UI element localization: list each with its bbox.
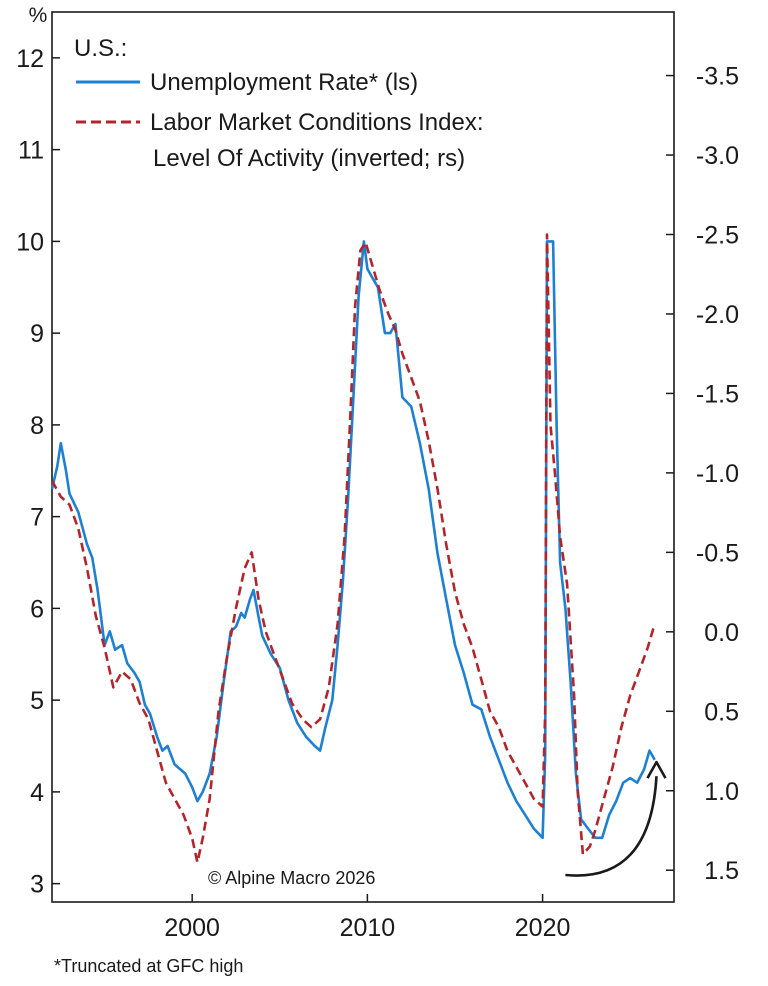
left-axis-tick-label: 11 bbox=[18, 137, 44, 165]
left-axis-tick-label: 5 bbox=[30, 687, 44, 715]
right-axis-tick-label: 1.5 bbox=[704, 857, 739, 885]
series-layer bbox=[50, 233, 656, 864]
series-line-lmci-activity bbox=[50, 233, 656, 864]
right-axis-tick-label: -3.0 bbox=[696, 142, 739, 170]
right-axis-tick-label: -2.5 bbox=[696, 222, 739, 250]
right-axis-tick-label: -3.5 bbox=[696, 63, 739, 91]
legend-label-lmci-cont: Level Of Activity (inverted; rs) bbox=[153, 145, 465, 172]
legend-label-unemployment: Unemployment Rate* (ls) bbox=[150, 69, 418, 96]
right-axis-tick-label: 1.0 bbox=[704, 778, 739, 806]
trend-arrow-head bbox=[646, 760, 667, 779]
left-axis-tick-label: 9 bbox=[30, 320, 44, 348]
right-axis-tick-label: -1.5 bbox=[696, 380, 739, 408]
plot-frame bbox=[51, 11, 675, 903]
series-line-unemployment-rate bbox=[50, 240, 656, 840]
footnote-text: *Truncated at GFC high bbox=[54, 956, 243, 976]
left-axis-tick-label: 6 bbox=[30, 595, 44, 623]
x-axis-tick-label: 2020 bbox=[515, 914, 571, 942]
right-axis-tick-label: 0.0 bbox=[704, 619, 739, 647]
legend: U.S.: Unemployment Rate* (ls) Labor Mark… bbox=[74, 35, 484, 172]
annotation-layer bbox=[565, 760, 667, 877]
left-axis-tick-label: 3 bbox=[30, 871, 44, 899]
right-axis-tick-label: -0.5 bbox=[696, 539, 739, 567]
left-axis-tick-label: 12 bbox=[16, 45, 44, 73]
legend-label-lmci: Labor Market Conditions Index: bbox=[150, 109, 484, 136]
left-axis-tick-label: 10 bbox=[16, 228, 44, 256]
copyright-text: © Alpine Macro 2026 bbox=[208, 868, 375, 888]
right-axis-tick-label: 0.5 bbox=[704, 698, 739, 726]
left-axis-tick-label: 4 bbox=[30, 779, 44, 807]
x-axis-tick-label: 2010 bbox=[340, 914, 396, 942]
right-axis-tick-label: -1.0 bbox=[696, 460, 739, 488]
left-axis-tick-label: 8 bbox=[30, 412, 44, 440]
axis-ticks: 3 4 5 6 7 8 9 10 11 12 1.5 1.0 0.5 0.0 -0.5 -1.0 -1.5 -2.… bbox=[16, 45, 739, 942]
left-axis-tick-label: 7 bbox=[30, 504, 44, 532]
right-axis-tick-label: -2.0 bbox=[696, 301, 739, 329]
x-axis-tick-label: 2000 bbox=[164, 914, 220, 942]
left-axis-unit: % bbox=[29, 4, 48, 27]
region-label: U.S.: bbox=[74, 35, 127, 62]
trend-arrow-shaft bbox=[565, 776, 658, 877]
